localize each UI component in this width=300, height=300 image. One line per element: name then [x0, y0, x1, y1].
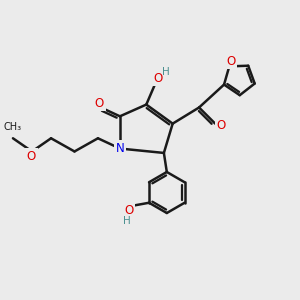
Text: H: H	[162, 67, 170, 77]
Text: O: O	[226, 55, 236, 68]
Text: O: O	[216, 118, 226, 132]
Text: CH₃: CH₃	[4, 122, 22, 132]
Text: O: O	[153, 72, 163, 85]
Text: O: O	[27, 150, 36, 163]
Text: O: O	[124, 205, 133, 218]
Text: N: N	[116, 142, 124, 155]
Text: H: H	[123, 216, 131, 226]
Text: O: O	[95, 97, 104, 110]
